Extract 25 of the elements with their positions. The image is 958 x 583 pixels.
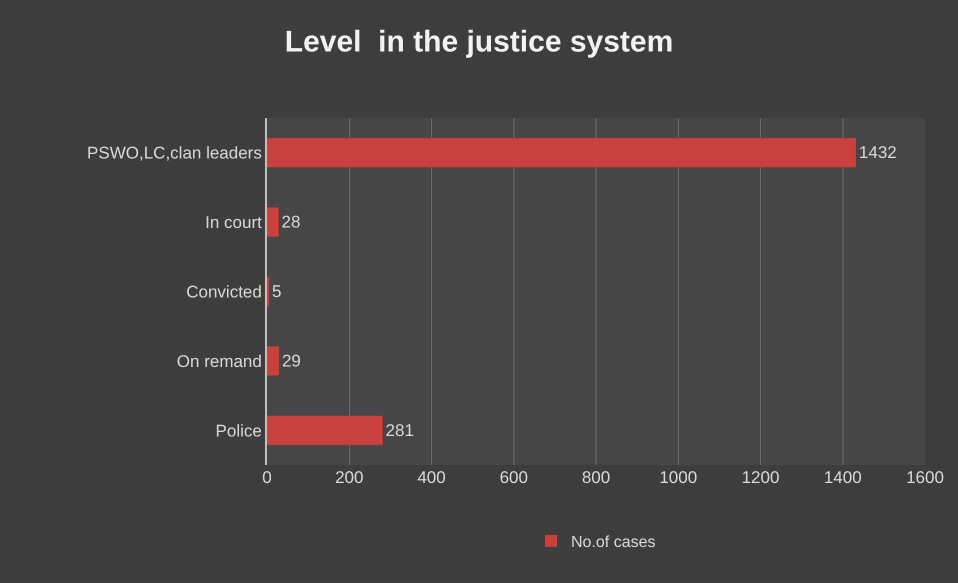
legend-label: No.of cases	[571, 534, 656, 552]
data-label: 29	[282, 351, 301, 370]
x-tick-label: 1400	[824, 468, 862, 487]
x-tick-label: 1000	[659, 468, 698, 487]
y-tick-label: In court	[205, 213, 262, 232]
x-tick-label: 600	[500, 468, 528, 487]
y-tick-label: PSWO,LC,clan leaders	[87, 144, 262, 163]
data-label: 281	[386, 420, 414, 440]
data-label: 1432	[858, 143, 897, 162]
y-tick-label: Convicted	[186, 282, 262, 302]
bar	[267, 346, 279, 376]
x-tick-label: 800	[582, 468, 610, 487]
data-label: 5	[272, 282, 282, 301]
x-tick-label: 1600	[906, 468, 944, 487]
x-tick-label: 1200	[742, 468, 780, 487]
x-tick-label: 200	[335, 468, 364, 487]
bar	[267, 208, 279, 237]
y-tick-label: On remand	[176, 352, 262, 371]
x-tick-label: 400	[417, 468, 446, 487]
bar	[267, 416, 383, 445]
chart-title: Level in the justice system	[284, 25, 674, 58]
data-label: 28	[282, 212, 300, 232]
x-tick-label: 0	[262, 468, 272, 487]
y-tick-label: Police	[216, 421, 262, 440]
bar	[267, 138, 856, 168]
